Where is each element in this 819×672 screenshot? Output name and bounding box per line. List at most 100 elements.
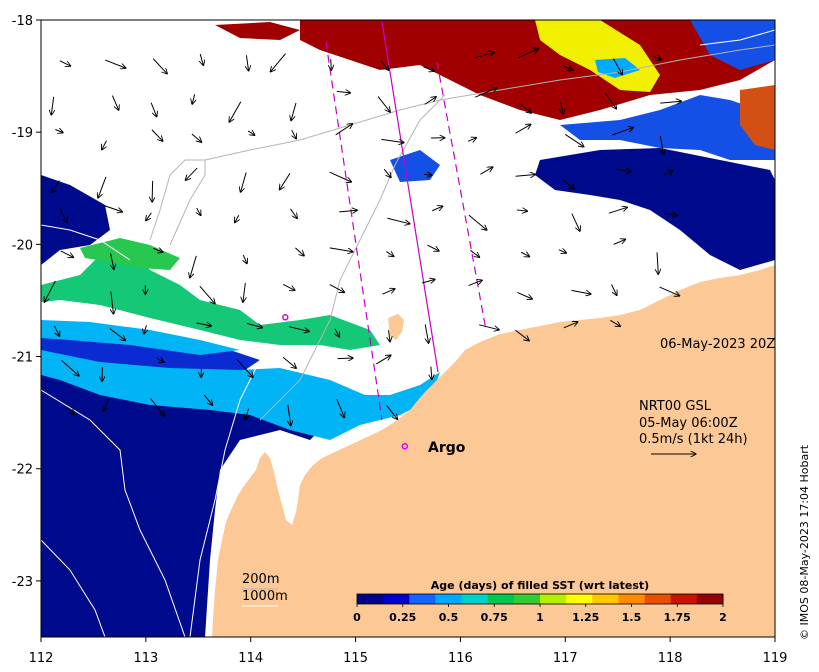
colorbar-segment bbox=[696, 594, 724, 604]
colorbar-tick-labels: 0 0.25 0.5 0.75 1 1.25 1.5 1.75 2 bbox=[353, 604, 727, 624]
current-vector-arrow bbox=[470, 249, 479, 257]
current-vector-arrow bbox=[377, 96, 390, 113]
lon-tick-label: 113 bbox=[133, 651, 158, 666]
current-vector-arrow bbox=[480, 167, 492, 175]
lon-tick-label: 119 bbox=[763, 651, 788, 666]
current-vector-arrow bbox=[111, 253, 114, 269]
current-vector-arrow bbox=[44, 280, 56, 302]
colorbar-segment bbox=[592, 594, 619, 604]
current-vector-arrow bbox=[295, 247, 304, 256]
current-vector-arrow bbox=[612, 128, 633, 136]
current-vector-arrow bbox=[288, 404, 291, 426]
current-vector-arrow bbox=[150, 398, 164, 416]
current-vector-arrow bbox=[608, 207, 627, 214]
argo-floats bbox=[282, 314, 409, 450]
current-vector-arrow bbox=[561, 102, 563, 114]
current-vector-arrow bbox=[616, 169, 631, 171]
current-vector-arrow bbox=[563, 322, 578, 329]
colorbar-tick-label: 1.25 bbox=[572, 611, 599, 624]
isobath-1000m bbox=[41, 29, 775, 637]
plot-frame bbox=[40, 19, 776, 638]
current-vector-arrow bbox=[517, 49, 539, 59]
current-vector-arrow bbox=[564, 133, 584, 147]
current-vector-arrow bbox=[236, 359, 253, 378]
colorbar-segment bbox=[670, 594, 698, 604]
colorbar-title: Age (days) of filled SST (wrt latest) bbox=[431, 579, 649, 592]
current-vector-arrow bbox=[468, 214, 487, 230]
current-vector-arrow bbox=[150, 102, 157, 117]
current-vector-arrow bbox=[613, 58, 622, 75]
current-vector-arrow bbox=[479, 324, 499, 330]
current-vector-arrow bbox=[386, 405, 398, 419]
current-vector-arrow bbox=[329, 247, 353, 252]
longitude-axis: 112 113 114 115 116 117 118 119 bbox=[29, 637, 788, 666]
current-vector-arrow bbox=[190, 255, 197, 278]
current-vector-arrow bbox=[611, 284, 617, 296]
current-vector-arrow bbox=[243, 282, 245, 302]
sst-age-zone-orange bbox=[740, 85, 775, 150]
current-vector-arrow bbox=[235, 214, 239, 222]
sst-age-zone-blue-northeast bbox=[690, 20, 775, 70]
lon-tick-label: 114 bbox=[238, 651, 263, 666]
current-label-line2: 05-May 06:00Z bbox=[639, 416, 738, 431]
depth-label-1000m: 1000m bbox=[242, 589, 288, 604]
current-vector-arrow bbox=[282, 283, 295, 290]
argo-float-marker bbox=[282, 314, 289, 321]
current-vector-arrow bbox=[664, 214, 677, 216]
sst-age-zone-dark-red-west bbox=[215, 22, 300, 40]
swath-edge-west bbox=[325, 41, 383, 421]
colorbar bbox=[356, 593, 724, 605]
lat-tick-label: -22 bbox=[12, 463, 33, 478]
current-vector-arrow bbox=[336, 398, 345, 417]
lat-tick-label: -21 bbox=[12, 351, 33, 366]
land-australia bbox=[212, 265, 775, 637]
current-vector-arrow bbox=[203, 394, 212, 405]
colorbar-segment bbox=[383, 594, 410, 604]
current-vector-arrow bbox=[562, 64, 573, 70]
sst-age-zone-blue-east bbox=[560, 95, 775, 160]
current-vector-arrow bbox=[516, 210, 528, 211]
sst-age-zone-dark-blue-south bbox=[41, 360, 330, 637]
sst-age-zone-light-blue-west bbox=[41, 320, 240, 355]
colorbar-segment bbox=[644, 594, 672, 604]
current-vector-arrow bbox=[475, 88, 497, 98]
sst-age-zone-yellow bbox=[535, 20, 660, 92]
current-vector-arrow bbox=[432, 206, 442, 212]
colorbar-segment bbox=[540, 594, 567, 604]
colorbar-tick-label: 0 bbox=[353, 611, 361, 624]
current-vector-arrow bbox=[610, 319, 620, 326]
current-vector-arrow bbox=[336, 91, 351, 93]
current-vectors bbox=[44, 49, 681, 426]
current-vector-arrow bbox=[51, 180, 60, 193]
credit-label: © IMOS 08-May-2023 17:04 Hobart bbox=[798, 444, 811, 640]
current-vector-arrow bbox=[335, 124, 353, 136]
lat-tick-label: -23 bbox=[12, 575, 33, 590]
current-vector-arrow bbox=[423, 174, 432, 175]
current-vector-arrow bbox=[424, 97, 436, 105]
current-vector-arrow bbox=[389, 330, 390, 342]
colorbar-segment bbox=[513, 594, 541, 604]
current-vector-arrow bbox=[282, 356, 296, 368]
current-vector-arrow bbox=[229, 101, 242, 122]
colorbar-tick-label: 1 bbox=[536, 611, 544, 624]
current-vector-arrow bbox=[153, 248, 163, 252]
colorbar-tick-label: 1.75 bbox=[664, 611, 691, 624]
current-vector-arrow bbox=[423, 66, 434, 71]
current-vector-arrow bbox=[519, 102, 531, 113]
current-vector-arrow bbox=[290, 208, 298, 219]
current-vector-arrow bbox=[146, 212, 152, 221]
current-vector-arrow bbox=[376, 355, 391, 365]
current-vector-arrow bbox=[185, 167, 198, 180]
current-vector-arrow bbox=[66, 407, 75, 415]
current-vector-arrow bbox=[663, 171, 674, 175]
colorbar-segment bbox=[435, 594, 463, 604]
current-vector-arrow bbox=[571, 289, 591, 294]
sst-age-zone-green-north bbox=[80, 238, 180, 270]
current-vector-arrow bbox=[571, 213, 580, 232]
current-vector-arrow bbox=[245, 408, 248, 420]
current-vector-arrow bbox=[515, 329, 529, 341]
argo-float-marker bbox=[401, 443, 409, 450]
depth-label-200m: 200m bbox=[242, 572, 279, 587]
current-vector-arrow bbox=[329, 171, 352, 182]
